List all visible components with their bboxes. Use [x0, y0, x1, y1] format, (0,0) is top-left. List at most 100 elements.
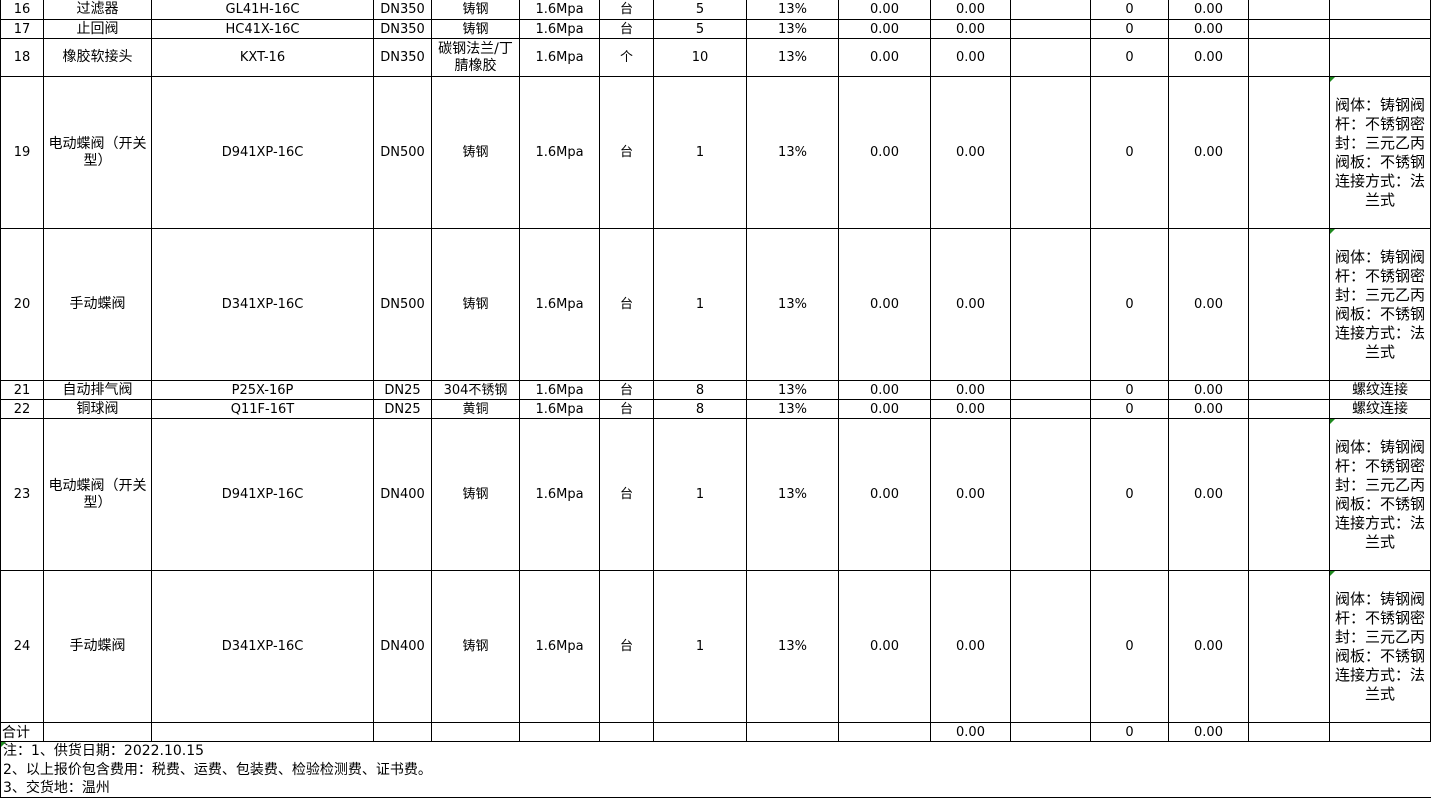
pressure-cell[interactable]: 1.6Mpa [519, 418, 600, 571]
quantity-cell[interactable]: 1 [653, 570, 747, 723]
size-cell[interactable]: DN400 [373, 418, 432, 571]
unit-cell[interactable]: 台 [599, 399, 654, 419]
model-cell[interactable]: Q11F-16T [151, 399, 374, 419]
total-price[interactable]: 0.00 [1168, 722, 1249, 742]
size-cell[interactable]: DN350 [373, 0, 432, 20]
blank-cell[interactable] [1010, 380, 1091, 400]
material-cell[interactable]: 铸钢 [431, 76, 520, 229]
tax-rate-cell[interactable]: 13% [746, 19, 839, 39]
blank-cell[interactable] [1010, 570, 1091, 723]
tax-rate-cell[interactable]: 13% [746, 76, 839, 229]
quantity-cell[interactable]: 5 [653, 19, 747, 39]
remark-cell[interactable]: 阀体：铸钢阀杆：不锈钢密封：三元乙丙 阀板：不锈钢 连接方式：法兰式 [1329, 228, 1431, 381]
unit-cell[interactable]: 台 [599, 418, 654, 571]
unit-price-cell[interactable]: 0.00 [838, 380, 931, 400]
model-cell[interactable]: HC41X-16C [151, 19, 374, 39]
blank-cell[interactable] [1248, 0, 1330, 20]
amount-cell[interactable]: 0.00 [930, 418, 1011, 571]
item-name-cell[interactable]: 电动蝶阀（开关型） [43, 76, 152, 229]
count-cell[interactable]: 0 [1090, 380, 1169, 400]
pressure-cell[interactable]: 1.6Mpa [519, 399, 600, 419]
quantity-cell[interactable]: 10 [653, 38, 747, 77]
tax-rate-cell[interactable]: 13% [746, 38, 839, 77]
pressure-cell[interactable]: 1.6Mpa [519, 76, 600, 229]
blank-cell[interactable] [1010, 228, 1091, 381]
model-cell[interactable]: KXT-16 [151, 38, 374, 77]
pressure-cell[interactable]: 1.6Mpa [519, 38, 600, 77]
size-cell[interactable]: DN25 [373, 399, 432, 419]
remark-cell[interactable] [1329, 0, 1431, 20]
count-cell[interactable]: 0 [1090, 19, 1169, 39]
count-cell[interactable]: 0 [1090, 0, 1169, 20]
material-cell[interactable]: 黄铜 [431, 399, 520, 419]
pressure-cell[interactable]: 1.6Mpa [519, 380, 600, 400]
total-cell[interactable] [151, 722, 374, 742]
row-number-cell[interactable]: 18 [0, 38, 44, 77]
amount-cell[interactable]: 0.00 [930, 38, 1011, 77]
unit-price-cell[interactable]: 0.00 [838, 570, 931, 723]
amount-cell[interactable]: 0.00 [930, 228, 1011, 381]
size-cell[interactable]: DN500 [373, 228, 432, 381]
model-cell[interactable]: D941XP-16C [151, 418, 374, 571]
row-number-cell[interactable]: 21 [0, 380, 44, 400]
total-cell[interactable] [746, 722, 839, 742]
count-cell[interactable]: 0 [1090, 76, 1169, 229]
item-name-cell[interactable]: 橡胶软接头 [43, 38, 152, 77]
pressure-cell[interactable]: 1.6Mpa [519, 19, 600, 39]
quantity-cell[interactable]: 1 [653, 228, 747, 381]
blank-cell[interactable] [1010, 38, 1091, 77]
total-cell[interactable] [1329, 722, 1431, 742]
size-cell[interactable]: DN350 [373, 38, 432, 77]
total-cell[interactable] [1010, 722, 1091, 742]
blank-cell[interactable] [1248, 380, 1330, 400]
total-price-cell[interactable]: 0.00 [1168, 76, 1249, 229]
total-cell[interactable] [838, 722, 931, 742]
quantity-cell[interactable]: 8 [653, 399, 747, 419]
quantity-cell[interactable]: 8 [653, 380, 747, 400]
remark-cell[interactable]: 阀体：铸钢阀杆：不锈钢密封：三元乙丙 阀板：不锈钢 连接方式：法兰式 [1329, 570, 1431, 723]
blank-cell[interactable] [1248, 228, 1330, 381]
count-cell[interactable]: 0 [1090, 570, 1169, 723]
unit-price-cell[interactable]: 0.00 [838, 19, 931, 39]
remark-cell[interactable]: 螺纹连接 [1329, 380, 1431, 400]
total-cell[interactable] [373, 722, 432, 742]
row-number-cell[interactable]: 24 [0, 570, 44, 723]
item-name-cell[interactable]: 止回阀 [43, 19, 152, 39]
count-cell[interactable]: 0 [1090, 38, 1169, 77]
unit-cell[interactable]: 台 [599, 76, 654, 229]
tax-rate-cell[interactable]: 13% [746, 380, 839, 400]
remark-cell[interactable]: 螺纹连接 [1329, 399, 1431, 419]
count-cell[interactable]: 0 [1090, 228, 1169, 381]
count-cell[interactable]: 0 [1090, 418, 1169, 571]
model-cell[interactable]: P25X-16P [151, 380, 374, 400]
total-cell[interactable] [43, 722, 152, 742]
row-number-cell[interactable]: 16 [0, 0, 44, 20]
model-cell[interactable]: D341XP-16C [151, 570, 374, 723]
model-cell[interactable]: D941XP-16C [151, 76, 374, 229]
pressure-cell[interactable]: 1.6Mpa [519, 570, 600, 723]
unit-price-cell[interactable]: 0.00 [838, 0, 931, 20]
blank-cell[interactable] [1010, 399, 1091, 419]
total-label[interactable]: 合计 [0, 722, 44, 742]
total-cell[interactable] [1248, 722, 1330, 742]
quantity-cell[interactable]: 1 [653, 418, 747, 571]
blank-cell[interactable] [1010, 418, 1091, 571]
pressure-cell[interactable]: 1.6Mpa [519, 228, 600, 381]
total-price-cell[interactable]: 0.00 [1168, 0, 1249, 20]
unit-cell[interactable]: 台 [599, 0, 654, 20]
blank-cell[interactable] [1248, 76, 1330, 229]
row-number-cell[interactable]: 19 [0, 76, 44, 229]
remark-cell[interactable]: 阀体：铸钢阀杆：不锈钢密封：三元乙丙 阀板：不锈钢 连接方式：法兰式 [1329, 418, 1431, 571]
total-price-cell[interactable]: 0.00 [1168, 418, 1249, 571]
unit-cell[interactable]: 台 [599, 570, 654, 723]
total-price-cell[interactable]: 0.00 [1168, 399, 1249, 419]
amount-cell[interactable]: 0.00 [930, 399, 1011, 419]
material-cell[interactable]: 铸钢 [431, 19, 520, 39]
total-price-cell[interactable]: 0.00 [1168, 38, 1249, 77]
pressure-cell[interactable]: 1.6Mpa [519, 0, 600, 20]
size-cell[interactable]: DN25 [373, 380, 432, 400]
tax-rate-cell[interactable]: 13% [746, 0, 839, 20]
remark-cell[interactable]: 阀体：铸钢阀杆：不锈钢密封：三元乙丙 阀板：不锈钢 连接方式：法兰式 [1329, 76, 1431, 229]
count-cell[interactable]: 0 [1090, 399, 1169, 419]
total-cell[interactable] [599, 722, 654, 742]
